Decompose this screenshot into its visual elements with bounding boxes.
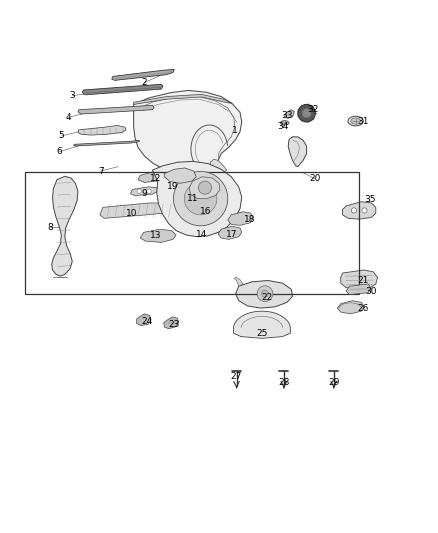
Polygon shape — [112, 69, 174, 80]
Text: 13: 13 — [150, 231, 161, 240]
Polygon shape — [164, 317, 179, 329]
Text: 19: 19 — [167, 182, 179, 191]
Polygon shape — [337, 301, 364, 314]
Circle shape — [261, 290, 268, 297]
Polygon shape — [288, 137, 307, 167]
Text: 21: 21 — [358, 276, 369, 285]
Text: 18: 18 — [244, 215, 255, 224]
Circle shape — [257, 286, 273, 302]
Text: 32: 32 — [307, 105, 319, 114]
Text: 33: 33 — [281, 111, 293, 120]
Circle shape — [302, 109, 311, 118]
Polygon shape — [152, 161, 242, 237]
Circle shape — [362, 208, 367, 213]
Ellipse shape — [348, 116, 364, 126]
Circle shape — [351, 208, 357, 213]
Text: 16: 16 — [200, 207, 212, 216]
Bar — [25, 172, 359, 294]
Text: 10: 10 — [126, 209, 137, 219]
Text: 3: 3 — [69, 91, 75, 100]
Polygon shape — [134, 91, 242, 174]
Polygon shape — [228, 212, 253, 225]
Text: 1: 1 — [231, 126, 237, 135]
Text: 17: 17 — [226, 230, 238, 239]
Polygon shape — [134, 94, 232, 104]
Text: 2: 2 — [142, 78, 147, 87]
Polygon shape — [140, 229, 176, 243]
Text: 25: 25 — [256, 328, 268, 337]
Circle shape — [203, 199, 207, 203]
Polygon shape — [74, 140, 139, 146]
Polygon shape — [166, 194, 214, 209]
Ellipse shape — [351, 118, 360, 124]
Polygon shape — [78, 125, 126, 135]
Polygon shape — [82, 84, 163, 95]
Text: 27: 27 — [230, 373, 241, 382]
Text: 35: 35 — [364, 196, 376, 205]
Polygon shape — [210, 159, 227, 174]
Polygon shape — [173, 172, 228, 226]
Text: 24: 24 — [141, 317, 152, 326]
Text: 11: 11 — [187, 194, 198, 203]
Text: 8: 8 — [47, 223, 53, 231]
Polygon shape — [137, 314, 151, 326]
Polygon shape — [138, 171, 166, 182]
Polygon shape — [343, 201, 376, 219]
Polygon shape — [233, 311, 290, 338]
Text: 9: 9 — [141, 189, 148, 198]
Text: 26: 26 — [357, 304, 368, 313]
Polygon shape — [346, 284, 371, 295]
Circle shape — [137, 189, 141, 193]
Circle shape — [147, 189, 151, 193]
Text: 30: 30 — [366, 287, 377, 296]
Polygon shape — [218, 226, 242, 239]
Text: 12: 12 — [150, 174, 161, 182]
Text: 23: 23 — [169, 320, 180, 329]
Text: 6: 6 — [56, 147, 62, 156]
Text: 34: 34 — [277, 122, 288, 131]
Circle shape — [198, 181, 212, 194]
Text: 29: 29 — [328, 378, 339, 386]
Text: 31: 31 — [357, 117, 368, 126]
Polygon shape — [189, 177, 220, 199]
Text: 28: 28 — [278, 378, 290, 386]
Text: 20: 20 — [310, 174, 321, 183]
Polygon shape — [131, 187, 158, 196]
Text: 22: 22 — [261, 293, 273, 302]
Polygon shape — [341, 270, 378, 289]
Polygon shape — [234, 277, 243, 286]
Polygon shape — [184, 182, 217, 215]
Polygon shape — [284, 110, 294, 118]
Polygon shape — [164, 168, 196, 183]
Polygon shape — [236, 280, 293, 308]
Circle shape — [298, 104, 315, 122]
Polygon shape — [78, 106, 154, 114]
Polygon shape — [52, 176, 78, 276]
Text: 5: 5 — [58, 132, 64, 141]
Text: 7: 7 — [98, 166, 104, 175]
Polygon shape — [100, 203, 173, 219]
Text: 14: 14 — [196, 230, 207, 239]
Text: 4: 4 — [65, 113, 71, 122]
Ellipse shape — [280, 120, 289, 125]
